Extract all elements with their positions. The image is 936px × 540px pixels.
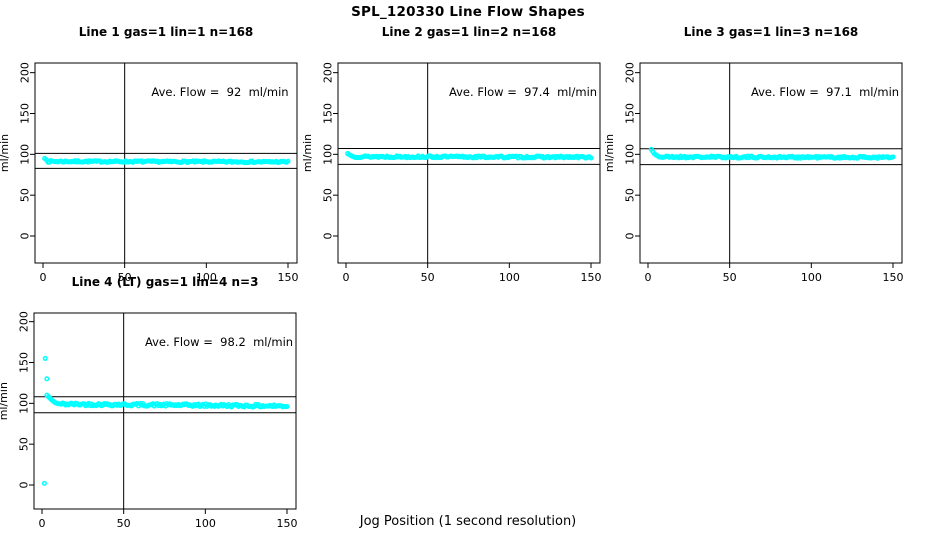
svg-text:50: 50 bbox=[421, 271, 435, 284]
svg-text:150: 150 bbox=[882, 271, 903, 284]
svg-text:100: 100 bbox=[499, 271, 520, 284]
svg-text:0: 0 bbox=[19, 233, 32, 240]
panel-3-title: Line 3 gas=1 lin=3 n=168 bbox=[683, 25, 859, 39]
figure-title: SPL_120330 Line Flow Shapes bbox=[351, 4, 585, 20]
svg-text:0: 0 bbox=[645, 271, 652, 284]
svg-text:150: 150 bbox=[624, 103, 637, 124]
svg-text:50: 50 bbox=[19, 188, 32, 202]
svg-text:100: 100 bbox=[195, 517, 216, 530]
svg-text:0: 0 bbox=[39, 517, 46, 530]
x-axis-label: Jog Position (1 second resolution) bbox=[359, 514, 577, 529]
svg-text:50: 50 bbox=[624, 188, 637, 202]
svg-text:ml/min: ml/min bbox=[0, 134, 11, 172]
svg-text:0: 0 bbox=[343, 271, 350, 284]
svg-text:150: 150 bbox=[277, 271, 298, 284]
svg-text:150: 150 bbox=[19, 103, 32, 124]
panel-1-plot: 0 50 100 150 200 0 50 100 150 ml/min bbox=[0, 62, 298, 284]
svg-text:150: 150 bbox=[580, 271, 601, 284]
panel-2-avg-flow-annotation: Ave. Flow = 97.4 ml/min bbox=[448, 85, 598, 99]
svg-text:100: 100 bbox=[801, 271, 822, 284]
panel-1-avg-flow-annotation: Ave. Flow = 92 ml/min bbox=[151, 85, 289, 99]
svg-text:ml/min: ml/min bbox=[603, 134, 616, 172]
panel-2-plot: 0 50 100 150 200 0 50 100 150 ml/min bbox=[301, 62, 601, 284]
svg-text:150: 150 bbox=[322, 103, 335, 124]
svg-text:50: 50 bbox=[322, 188, 335, 202]
panel-1-title: Line 1 gas=1 lin=1 n=168 bbox=[78, 25, 254, 39]
svg-text:ml/min: ml/min bbox=[301, 134, 314, 172]
svg-text:0: 0 bbox=[40, 271, 47, 284]
svg-text:50: 50 bbox=[18, 437, 31, 451]
svg-text:150: 150 bbox=[276, 517, 297, 530]
svg-text:0: 0 bbox=[18, 482, 31, 489]
svg-text:50: 50 bbox=[118, 271, 132, 284]
svg-text:ml/min: ml/min bbox=[0, 382, 10, 420]
svg-text:0: 0 bbox=[624, 233, 637, 240]
panel-3-plot: 0 50 100 150 200 0 50 100 150 ml/min bbox=[603, 62, 903, 284]
svg-text:100: 100 bbox=[196, 271, 217, 284]
panel-4-title: Line 4 (LT) gas=1 lin=4 n=3 bbox=[71, 275, 259, 289]
svg-text:100: 100 bbox=[19, 144, 32, 165]
panel-2-title: Line 2 gas=1 lin=2 n=168 bbox=[381, 25, 557, 39]
svg-text:200: 200 bbox=[322, 62, 335, 83]
panel-4-avg-flow-annotation: Ave. Flow = 98.2 ml/min bbox=[144, 335, 294, 349]
svg-text:50: 50 bbox=[723, 271, 737, 284]
svg-text:100: 100 bbox=[322, 144, 335, 165]
svg-text:200: 200 bbox=[18, 311, 31, 332]
svg-text:50: 50 bbox=[117, 517, 131, 530]
svg-text:100: 100 bbox=[624, 144, 637, 165]
svg-text:100: 100 bbox=[18, 393, 31, 414]
svg-text:200: 200 bbox=[19, 62, 32, 83]
svg-text:150: 150 bbox=[18, 352, 31, 373]
panel-4-plot: 0 50 100 150 200 0 50 100 150 ml/min bbox=[0, 311, 297, 530]
svg-text:200: 200 bbox=[624, 62, 637, 83]
panel-3-avg-flow-annotation: Ave. Flow = 97.1 ml/min bbox=[750, 85, 900, 99]
svg-text:0: 0 bbox=[322, 233, 335, 240]
